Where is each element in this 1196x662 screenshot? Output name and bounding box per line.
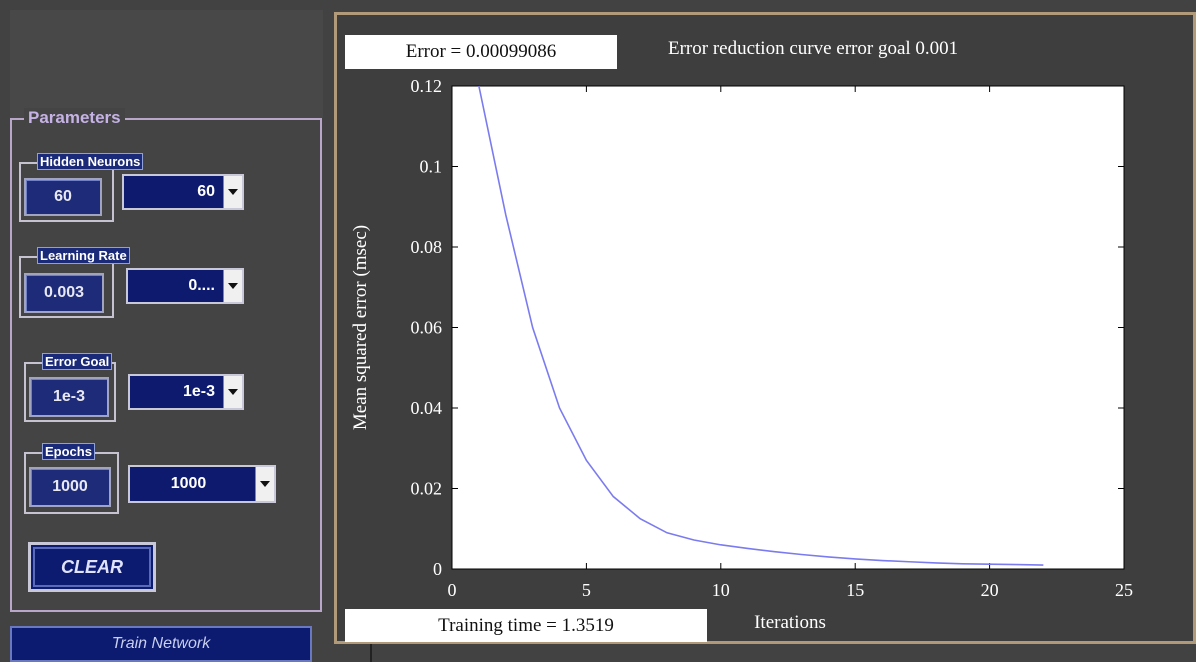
chevron-down-icon[interactable] <box>223 176 242 208</box>
x-axis-label: Iterations <box>754 612 826 633</box>
chart-title: Error reduction curve error goal 0.001 <box>668 38 959 59</box>
y-tick-label: 0 <box>433 559 442 579</box>
x-tick-label: 5 <box>582 580 591 600</box>
y-tick-label: 0.08 <box>411 237 443 257</box>
error-goal-selected: 1e-3 <box>182 383 215 400</box>
hidden-neurons-select[interactable]: 60 <box>122 174 244 210</box>
hidden-neurons-value[interactable]: 60 <box>24 178 102 216</box>
x-tick-label: 10 <box>712 580 730 600</box>
x-tick-label: 25 <box>1115 580 1133 600</box>
error-readout: Error = 0.00099086 <box>345 35 617 69</box>
error-goal-value[interactable]: 1e-3 <box>29 377 109 417</box>
y-tick-label: 0.06 <box>411 318 443 338</box>
parameters-title: Parameters <box>24 108 125 128</box>
epochs-label: Epochs <box>42 443 95 460</box>
error-curve-line <box>478 85 1044 566</box>
y-axis-label: Mean squared error (msec) <box>350 225 371 430</box>
error-goal-label: Error Goal <box>42 353 113 370</box>
y-tick-label: 0.04 <box>411 398 443 418</box>
clear-button[interactable]: CLEAR <box>28 542 156 592</box>
chevron-down-icon[interactable] <box>223 376 242 408</box>
epochs-select[interactable]: 1000 <box>128 465 276 503</box>
train-network-button[interactable]: Train Network <box>10 626 312 662</box>
chevron-down-icon[interactable] <box>223 270 242 302</box>
hidden-neurons-selected: 60 <box>197 183 215 200</box>
epochs-value[interactable]: 1000 <box>29 467 111 507</box>
x-tick-label: 20 <box>981 580 999 600</box>
x-tick-label: 15 <box>846 580 864 600</box>
left-panel-header <box>10 10 323 118</box>
epochs-selected: 1000 <box>170 475 207 492</box>
learning-rate-select[interactable]: 0.... <box>126 268 244 304</box>
error-goal-select[interactable]: 1e-3 <box>128 374 244 410</box>
y-tick-label: 0.02 <box>411 479 443 499</box>
hidden-neurons-label: Hidden Neurons <box>37 153 144 170</box>
divider <box>370 644 372 662</box>
y-tick-label: 0.12 <box>411 76 443 96</box>
plot-area-background <box>451 85 1125 570</box>
training-time-readout: Training time = 1.3519 <box>345 609 707 642</box>
x-tick-label: 0 <box>448 580 457 600</box>
learning-rate-value[interactable]: 0.003 <box>24 273 104 313</box>
learning-rate-label: Learning Rate <box>37 247 130 264</box>
chevron-down-icon[interactable] <box>255 467 274 501</box>
learning-rate-selected: 0.... <box>188 277 215 294</box>
y-tick-label: 0.1 <box>420 157 443 177</box>
